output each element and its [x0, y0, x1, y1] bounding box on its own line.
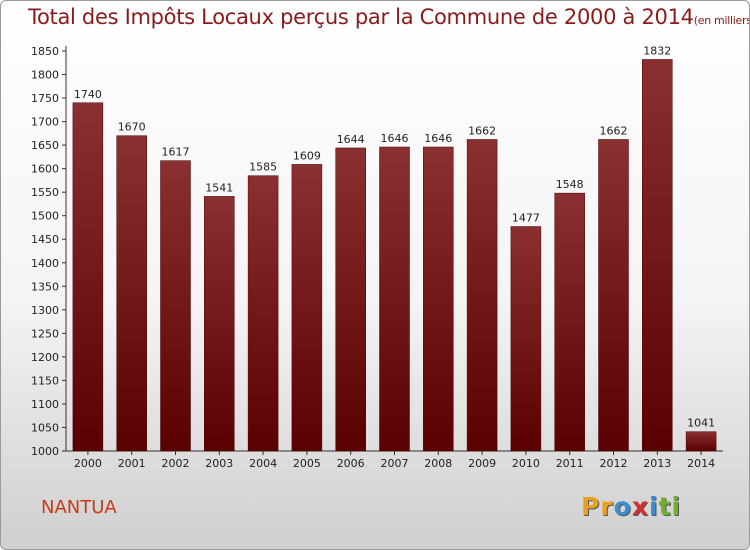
value-label: 1740: [74, 88, 102, 101]
x-tick-label: 2012: [600, 457, 628, 470]
x-tick-label: 2009: [468, 457, 496, 470]
y-tick-label: 1400: [31, 257, 59, 270]
bar: [247, 175, 279, 452]
x-tick-label: 2003: [205, 457, 233, 470]
logo-letter: o: [613, 492, 632, 521]
bar: [510, 226, 542, 452]
value-label: 1548: [556, 178, 584, 191]
chart-title: Total des Impôts Locaux perçus par la Co…: [28, 5, 750, 29]
value-label: 1646: [381, 132, 409, 145]
bar: [72, 102, 104, 452]
value-label: 1477: [512, 212, 540, 225]
bar: [554, 192, 585, 452]
y-tick-label: 1050: [31, 421, 59, 434]
y-tick-label: 1350: [31, 280, 59, 293]
y-tick-label: 1800: [31, 69, 59, 82]
x-tick-label: 2006: [337, 457, 365, 470]
y-tick-label: 1550: [31, 186, 59, 199]
y-tick-label: 1250: [31, 327, 59, 340]
commune-name: NANTUA: [41, 497, 117, 518]
y-tick-label: 1850: [31, 45, 59, 58]
x-tick-label: 2002: [162, 457, 190, 470]
y-tick-label: 1650: [31, 139, 59, 152]
x-tick-label: 2005: [293, 457, 321, 470]
x-tick-label: 2000: [74, 457, 102, 470]
value-label: 1662: [600, 124, 628, 137]
value-label: 1644: [337, 133, 365, 146]
bar: [642, 59, 673, 452]
chart-unit: (en milliers d'€): [693, 14, 750, 27]
x-tick-label: 2004: [249, 457, 277, 470]
bar: [685, 431, 717, 452]
x-tick-label: 2014: [687, 457, 715, 470]
proxiti-logo: Proxiti: [581, 492, 681, 521]
y-tick-label: 1700: [31, 116, 59, 129]
value-label: 1585: [249, 161, 277, 174]
bar: [423, 146, 454, 452]
x-tick-label: 2010: [512, 457, 540, 470]
logo-letter: r: [600, 492, 614, 521]
bar: [160, 160, 191, 452]
x-tick-label: 2008: [424, 457, 452, 470]
bar: [379, 146, 410, 452]
value-label: 1662: [468, 124, 496, 137]
y-tick-label: 1500: [31, 210, 59, 223]
x-tick-label: 2001: [118, 457, 146, 470]
y-tick-label: 1750: [31, 92, 59, 105]
bar: [466, 139, 498, 452]
logo-letter: x: [631, 492, 649, 521]
logo-letter: i: [671, 492, 682, 521]
bar: [291, 164, 323, 452]
bar: [116, 135, 147, 452]
bar: [204, 196, 235, 452]
y-tick-label: 1600: [31, 163, 59, 176]
value-label: 1646: [424, 132, 452, 145]
logo-letter: i: [649, 492, 659, 521]
chart-title-text: Total des Impôts Locaux perçus par la Co…: [28, 5, 694, 29]
y-tick-label: 1300: [31, 304, 59, 317]
y-tick-label: 1200: [31, 351, 59, 364]
x-tick-label: 2013: [643, 457, 671, 470]
logo-letter: P: [581, 492, 601, 521]
y-tick-label: 1450: [31, 233, 59, 246]
logo-letter: t: [658, 492, 672, 521]
y-tick-label: 1150: [31, 374, 59, 387]
value-label: 1041: [687, 417, 715, 430]
value-label: 1617: [162, 146, 190, 159]
bar: [598, 139, 629, 452]
y-tick-label: 1000: [31, 445, 59, 458]
value-label: 1609: [293, 149, 321, 162]
y-tick-label: 1100: [31, 398, 59, 411]
value-label: 1832: [643, 44, 671, 57]
x-tick-label: 2007: [381, 457, 409, 470]
x-tick-label: 2011: [556, 457, 584, 470]
bar: [335, 147, 366, 452]
value-label: 1541: [205, 181, 233, 194]
value-label: 1670: [118, 121, 146, 134]
